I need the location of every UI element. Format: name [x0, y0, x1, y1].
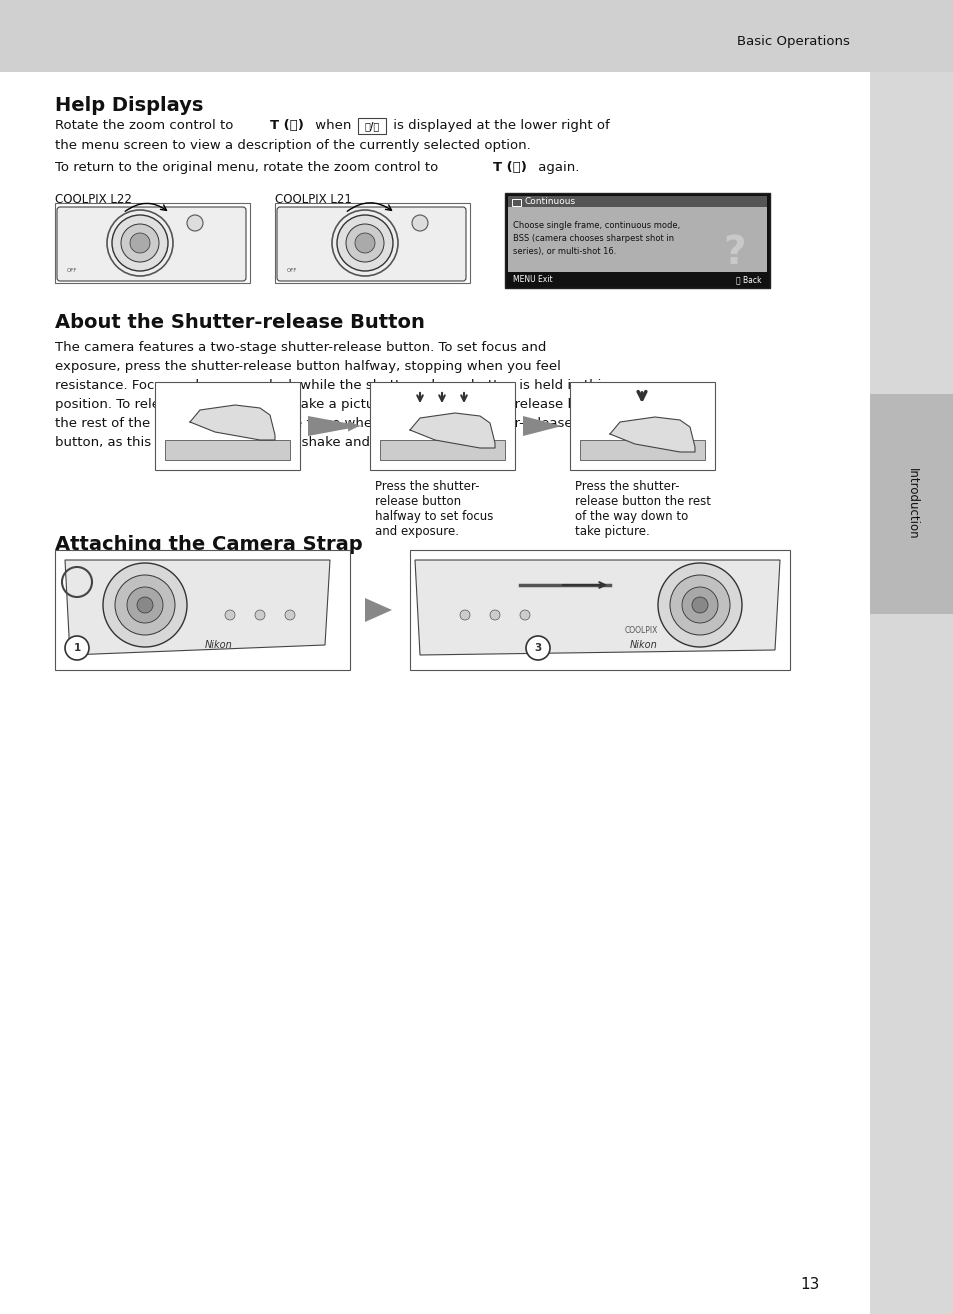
Text: COOLPIX: COOLPIX [624, 625, 658, 635]
Bar [165, 440, 290, 460]
Text: Introduction: Introduction [904, 468, 918, 540]
Circle shape [669, 576, 729, 635]
Circle shape [525, 636, 550, 660]
Circle shape [65, 636, 89, 660]
Circle shape [187, 215, 203, 231]
Text: Choose single frame, continuous mode,: Choose single frame, continuous mode, [513, 221, 679, 230]
Text: Continuous: Continuous [524, 197, 576, 206]
Polygon shape [190, 405, 274, 440]
Bar [154, 382, 299, 470]
Text: exposure, press the shutter-release button halfway, stopping when you feel: exposure, press the shutter-release butt… [55, 360, 560, 373]
Text: button, as this may result in camera shake and blurred pictures.: button, as this may result in camera sha… [55, 436, 484, 449]
Polygon shape [308, 417, 361, 436]
Text: Basic Operations: Basic Operations [737, 35, 849, 49]
Text: Rotate the zoom control to: Rotate the zoom control to [55, 120, 237, 131]
Bar [507, 275, 766, 286]
Polygon shape [522, 417, 561, 436]
Text: MENU Exit: MENU Exit [513, 276, 552, 285]
Text: release button: release button [375, 495, 460, 509]
Text: (ⓘ): (ⓘ) [278, 120, 304, 131]
Circle shape [254, 610, 265, 620]
Text: COOLPIX L22: COOLPIX L22 [55, 193, 132, 206]
Circle shape [127, 587, 163, 623]
Text: take picture.: take picture. [575, 526, 649, 537]
Text: release button the rest: release button the rest [575, 495, 710, 509]
Text: Nikon: Nikon [205, 640, 233, 650]
Bar [357, 118, 386, 134]
Circle shape [519, 610, 530, 620]
Text: Nikon: Nikon [629, 640, 657, 650]
Circle shape [459, 610, 470, 620]
Text: T: T [493, 162, 501, 173]
Text: BSS (camera chooses sharpest shot in: BSS (camera chooses sharpest shot in [513, 234, 674, 243]
Bar [504, 193, 769, 288]
Text: COOLPIX L21: COOLPIX L21 [274, 193, 352, 206]
Circle shape [225, 610, 234, 620]
Text: again.: again. [534, 162, 578, 173]
Bar [579, 440, 704, 460]
Text: 13: 13 [800, 1277, 820, 1292]
Text: of the way down to: of the way down to [575, 510, 687, 523]
Circle shape [346, 223, 384, 261]
Text: (ⓘ): (ⓘ) [501, 162, 526, 173]
Text: and exposure.: and exposure. [375, 526, 458, 537]
Text: Help Displays: Help Displays [55, 96, 203, 116]
Polygon shape [410, 413, 495, 448]
Text: the rest of the way down. Do not use force when pressing the shutter-release: the rest of the way down. Do not use for… [55, 417, 572, 430]
Circle shape [691, 597, 707, 614]
Text: To return to the original menu, rotate the zoom control to: To return to the original menu, rotate t… [55, 162, 442, 173]
Text: position. To release the shutter and take a picture, press the shutter-release b: position. To release the shutter and tak… [55, 398, 611, 411]
Polygon shape [415, 560, 780, 654]
Text: series), or multi-shot 16.: series), or multi-shot 16. [513, 247, 616, 256]
Text: T: T [270, 120, 279, 131]
Text: Press the shutter-: Press the shutter- [575, 480, 679, 493]
Polygon shape [609, 417, 695, 452]
Text: 1: 1 [73, 643, 81, 653]
Circle shape [285, 610, 294, 620]
Bar [379, 440, 504, 460]
Circle shape [115, 576, 174, 635]
Bar [370, 382, 515, 470]
Text: ?: ? [723, 234, 745, 272]
Text: ⓘ Back: ⓘ Back [736, 276, 761, 285]
Text: when: when [311, 120, 355, 131]
Bar [55, 202, 250, 283]
Text: Attaching the Camera Strap: Attaching the Camera Strap [55, 535, 362, 555]
Circle shape [103, 562, 187, 646]
FancyBboxPatch shape [57, 208, 246, 281]
Circle shape [137, 597, 152, 614]
Circle shape [490, 610, 499, 620]
Text: OFF: OFF [287, 268, 297, 273]
Bar [869, 394, 953, 614]
Polygon shape [365, 598, 392, 622]
Bar [274, 202, 470, 283]
Bar [569, 382, 714, 470]
Bar [0, 0, 953, 72]
Text: Press the shutter-: Press the shutter- [375, 480, 479, 493]
Bar [55, 551, 350, 670]
Circle shape [130, 233, 150, 254]
Text: halfway to set focus: halfway to set focus [375, 510, 493, 523]
Circle shape [681, 587, 718, 623]
Text: the menu screen to view a description of the currently selected option.: the menu screen to view a description of… [55, 139, 530, 152]
Bar [507, 196, 766, 272]
Circle shape [355, 233, 375, 254]
Bar [410, 551, 789, 670]
Circle shape [121, 223, 159, 261]
Text: ⓘ/ⓘ: ⓘ/ⓘ [364, 121, 379, 131]
Text: 3: 3 [534, 643, 541, 653]
Polygon shape [65, 560, 330, 654]
Circle shape [658, 562, 741, 646]
Text: resistance. Focus and exposure lock while the shutter-release button is held in : resistance. Focus and exposure lock whil… [55, 378, 608, 392]
Circle shape [112, 215, 168, 271]
Text: OFF: OFF [67, 268, 77, 273]
Bar [512, 198, 520, 206]
Text: About the Shutter-release Button: About the Shutter-release Button [55, 313, 424, 332]
Text: The camera features a two-stage shutter-release button. To set focus and: The camera features a two-stage shutter-… [55, 342, 546, 353]
FancyBboxPatch shape [276, 208, 465, 281]
Circle shape [412, 215, 428, 231]
Text: is displayed at the lower right of: is displayed at the lower right of [389, 120, 609, 131]
Circle shape [336, 215, 393, 271]
Bar [507, 196, 766, 208]
